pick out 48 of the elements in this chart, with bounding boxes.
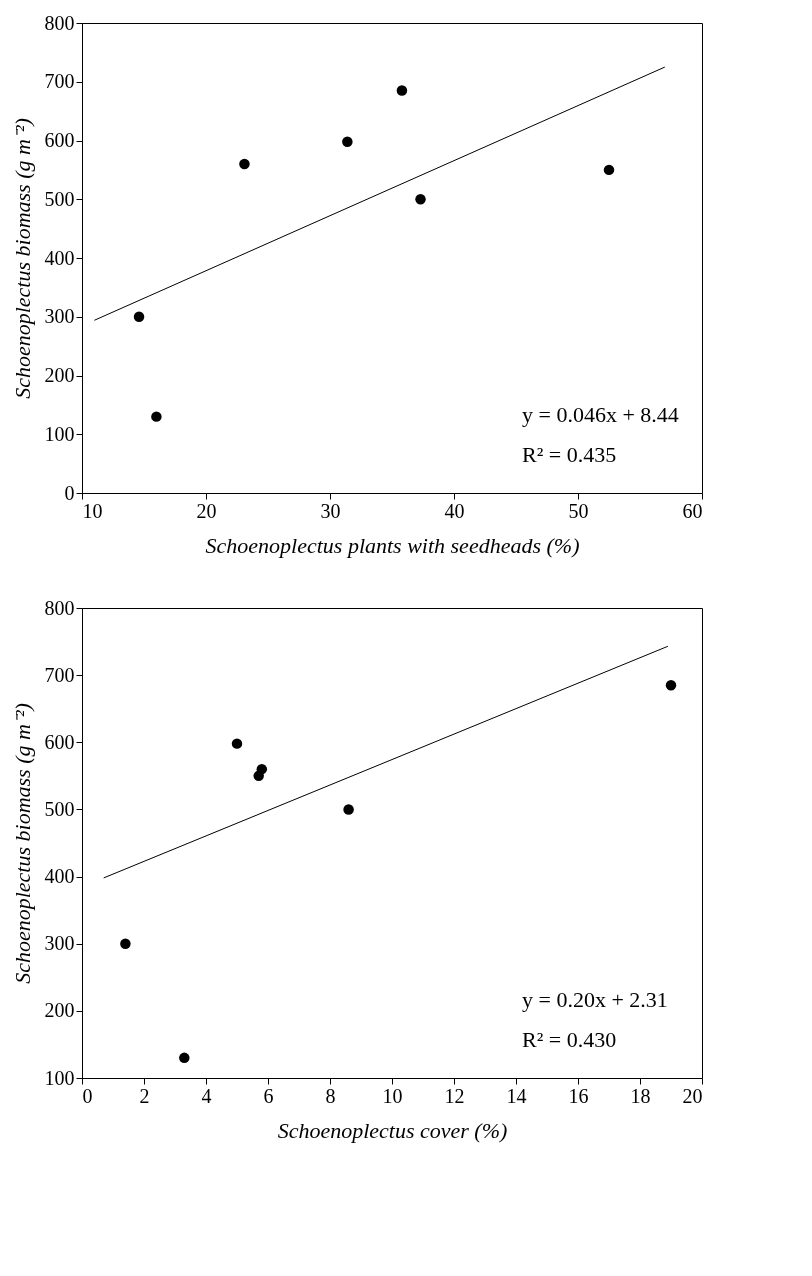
x-tick-label: 40 bbox=[444, 499, 465, 522]
point bbox=[231, 738, 243, 749]
x-tick-label: 2 bbox=[139, 1084, 150, 1107]
y-tick-label: 800 bbox=[44, 596, 75, 619]
x-tick-label: 16 bbox=[568, 1084, 589, 1107]
point bbox=[120, 938, 131, 949]
y-tick-label: 700 bbox=[44, 70, 75, 93]
y-axis-title: Schoenoplectus biomass (g m⁻²) bbox=[9, 703, 35, 984]
x-tick-label: 20 bbox=[682, 1084, 703, 1107]
point bbox=[256, 763, 268, 775]
x-tick-label: 60 bbox=[682, 499, 703, 522]
x-tick-label: 30 bbox=[320, 499, 341, 522]
x-tick-label: 8 bbox=[325, 1084, 336, 1107]
annotation: y = 0.20x + 2.31 bbox=[522, 987, 668, 1012]
x-axis-title: Schoenoplectus cover (%) bbox=[277, 1117, 508, 1143]
x-tick-label: 10 bbox=[382, 1084, 403, 1107]
x-tick-label: 6 bbox=[263, 1084, 274, 1107]
y-tick-label: 100 bbox=[44, 1066, 75, 1089]
y-tick-label: 200 bbox=[44, 999, 75, 1022]
y-tick-label: 300 bbox=[44, 932, 75, 955]
point bbox=[343, 804, 354, 815]
x-tick-label: 0 bbox=[82, 1084, 93, 1107]
y-tick-label: 400 bbox=[44, 246, 75, 269]
y-tick-label: 200 bbox=[44, 364, 75, 386]
y-tick-label: 400 bbox=[44, 865, 75, 888]
x-tick-label: 50 bbox=[568, 499, 589, 522]
y-tick-label: 600 bbox=[44, 129, 75, 151]
y-tick-label: 500 bbox=[44, 797, 75, 820]
y-tick-label: 0 bbox=[64, 481, 75, 504]
y-axis-title: Schoenoplectus biomass (g m⁻²) bbox=[9, 118, 35, 399]
x-tick-label: 14 bbox=[506, 1084, 527, 1107]
x-axis-title: Schoenoplectus plants with seedheads (%) bbox=[205, 532, 580, 558]
annotation: R² = 0.430 bbox=[522, 1027, 617, 1052]
x-tick-label: 10 bbox=[82, 499, 103, 522]
x-tick-label: 18 bbox=[630, 1084, 651, 1107]
y-tick-label: 500 bbox=[44, 187, 75, 210]
y-tick-label: 600 bbox=[44, 730, 75, 753]
point bbox=[179, 1052, 190, 1064]
y-tick-label: 800 bbox=[44, 11, 75, 34]
point bbox=[665, 679, 677, 691]
x-tick-label: 20 bbox=[196, 499, 217, 522]
y-tick-label: 300 bbox=[44, 305, 75, 328]
y-tick-label: 700 bbox=[44, 663, 75, 686]
x-tick-label: 4 bbox=[201, 1084, 212, 1107]
annotation: y = 0.046x + 8.44 bbox=[522, 402, 679, 427]
y-tick-label: 100 bbox=[44, 422, 75, 445]
annotation: R² = 0.435 bbox=[522, 442, 617, 467]
x-tick-label: 12 bbox=[444, 1084, 465, 1107]
